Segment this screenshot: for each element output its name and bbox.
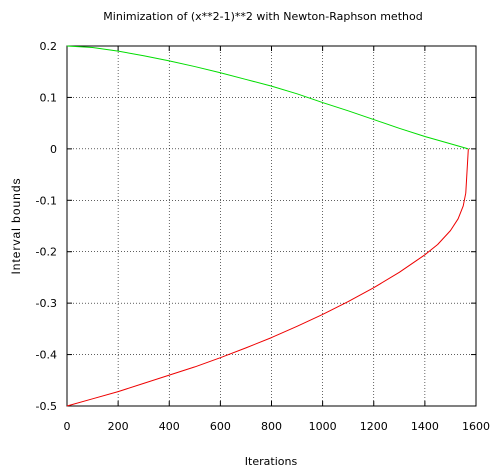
y-tick-label: -0.5 [36,400,57,413]
x-tick-label: 800 [261,420,282,433]
x-axis-label: Iterations [245,455,298,468]
x-tick-label: 200 [108,420,129,433]
y-axis-label: Interval bounds [9,177,23,274]
ticks: 0 200 400 600 800 1000 1200 1400 1600 0.2 0.1 0 -0.1… [36,40,490,433]
series-line-2 [66,148,469,407]
y-tick-label: 0.1 [40,91,58,104]
y-tick-label: 0 [50,143,57,156]
x-tick-label: 0 [64,420,71,433]
series-line-1 [66,45,469,150]
y-tick-label: -0.4 [36,349,57,362]
x-tick-label: 1600 [462,420,490,433]
x-tick-label: 1200 [360,420,388,433]
chart-title: Minimization of (x**2-1)**2 with Newton-… [103,10,422,23]
y-tick-label: -0.2 [36,246,57,259]
x-tick-label: 600 [210,420,231,433]
x-tick-label: 400 [159,420,180,433]
x-tick-label: 1000 [309,420,337,433]
y-tick-label: 0.2 [40,40,58,53]
y-tick-label: -0.1 [36,194,57,207]
y-tick-label: -0.3 [36,297,57,310]
x-tick-label: 1400 [411,420,439,433]
series-lines [66,45,469,407]
grid [67,46,476,406]
